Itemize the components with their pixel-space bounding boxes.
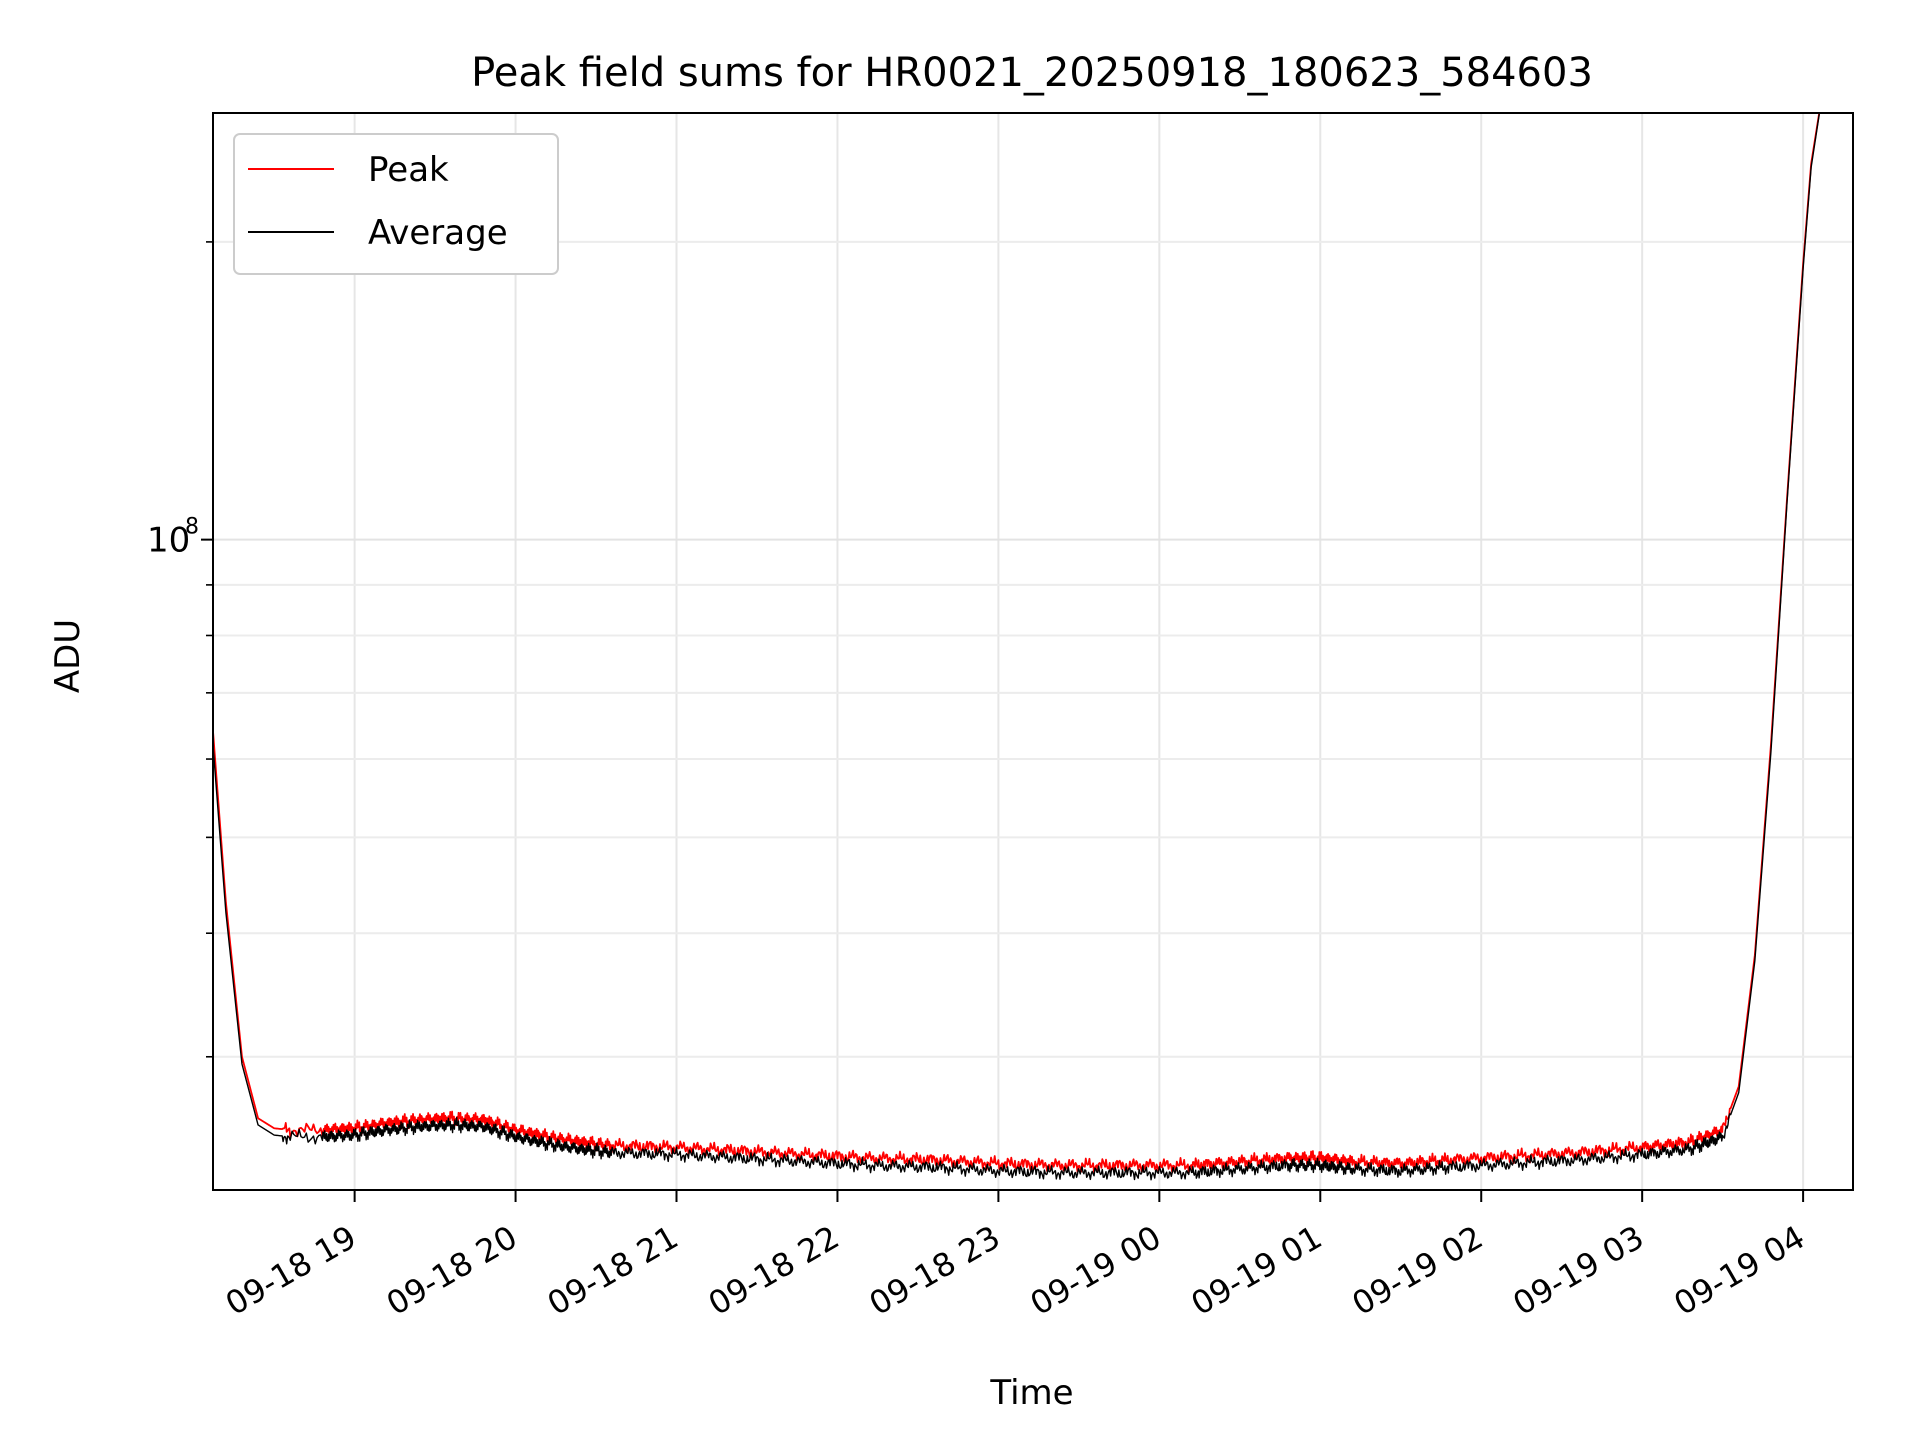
y-tick-label-base: 10	[147, 521, 190, 561]
x-axis-label: Time	[989, 1373, 1073, 1413]
plot-frame	[212, 112, 1854, 1191]
average-series-line	[212, 113, 1820, 1181]
legend-average-label: Average	[368, 213, 508, 253]
plot-area	[213, 113, 1853, 1190]
y-axis-label: ADU	[48, 619, 88, 693]
chart-title: Peak field sums for HR0021_20250918_1806…	[471, 50, 1593, 96]
legend-peak-label: Peak	[368, 150, 449, 190]
y-tick-label-exponent: 8	[185, 515, 199, 540]
legend: Peak Average	[233, 133, 559, 275]
